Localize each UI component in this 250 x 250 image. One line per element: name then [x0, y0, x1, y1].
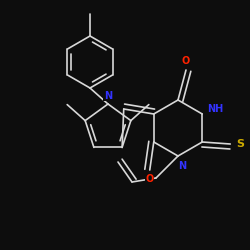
Text: S: S [236, 139, 244, 149]
Text: N: N [104, 91, 112, 101]
Text: N: N [178, 161, 186, 171]
Text: NH: NH [207, 104, 223, 114]
Text: O: O [146, 174, 154, 184]
Text: O: O [182, 56, 190, 66]
